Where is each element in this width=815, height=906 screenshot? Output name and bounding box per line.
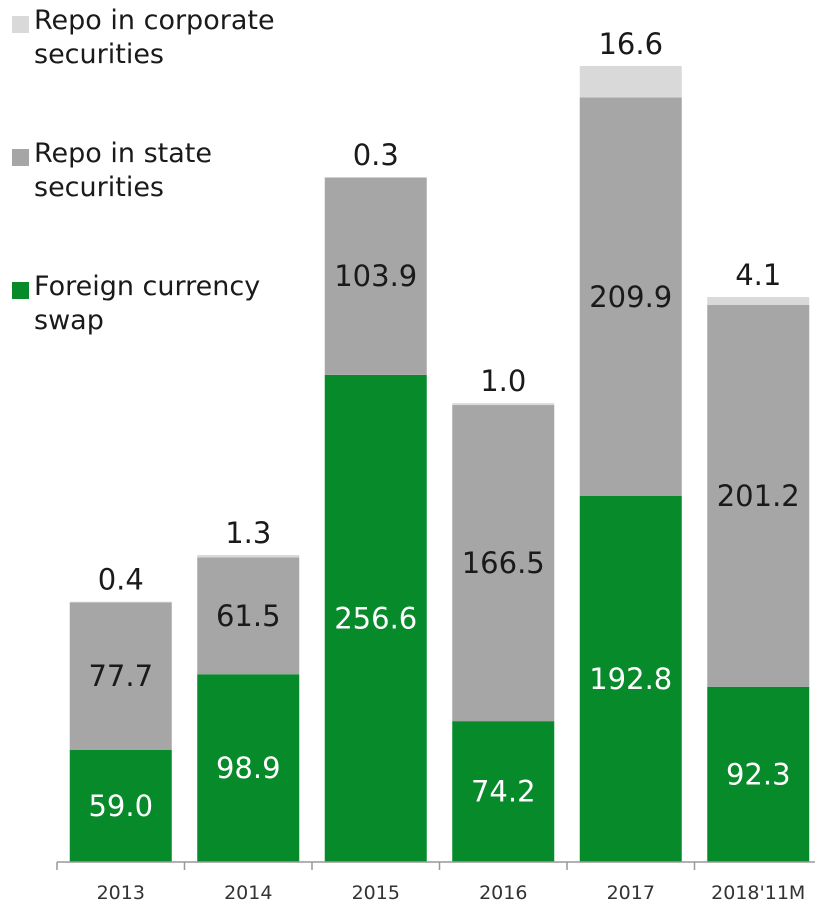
legend-swatch-icon: [12, 282, 29, 299]
legend-label: Repo in corporate securities: [34, 5, 275, 70]
x-tick-label: 2016: [479, 882, 527, 904]
x-tick-label: 2015: [352, 882, 400, 904]
data-label: 192.8: [589, 662, 672, 696]
data-labels-layer: 59.0 77.7 0.4 98.9 61.5 1.3 256.6 103.9 0.3 74.2 1…: [88, 27, 799, 823]
data-label: 0.3: [353, 138, 399, 172]
data-label: 77.7: [88, 659, 153, 693]
bar-foreign-currency-swap: [69, 749, 172, 862]
data-label: 209.9: [589, 280, 672, 314]
data-label: 201.2: [717, 479, 800, 513]
bar-repo-in-corporate-securities: [69, 601, 172, 603]
x-tick-label: 2018'11M: [711, 882, 805, 904]
data-label: 98.9: [216, 751, 281, 785]
bar-foreign-currency-swap: [324, 374, 427, 862]
data-label: 1.0: [480, 364, 526, 398]
bar-repo-in-corporate-securities: [452, 403, 555, 406]
legend-label: Foreign currency swap: [34, 271, 261, 336]
bar-repo-in-state-securities: [579, 97, 682, 496]
bars-layer: [69, 66, 810, 862]
x-axis: 2013 2014 2015 2016 2017 2018'11M: [56, 861, 815, 904]
legend-label: Repo in state securities: [34, 138, 212, 203]
bar-repo-in-corporate-securities: [579, 66, 682, 98]
bar-foreign-currency-swap: [707, 686, 810, 862]
data-label: 103.9: [334, 259, 417, 293]
bar-repo-in-state-securities: [324, 177, 427, 375]
data-label: 59.0: [88, 789, 153, 823]
bar-repo-in-state-securities: [197, 557, 300, 675]
bar-foreign-currency-swap: [197, 674, 300, 862]
data-label: 61.5: [216, 599, 281, 633]
bar-foreign-currency-swap: [579, 495, 682, 862]
bar-repo-in-state-securities: [707, 304, 810, 687]
data-label: 0.4: [98, 563, 144, 597]
bar-repo-in-state-securities: [452, 405, 555, 722]
bar-repo-in-corporate-securities: [324, 177, 427, 178]
x-tick-label: 2013: [97, 882, 145, 904]
x-tick-label: 2017: [607, 882, 655, 904]
bar-repo-in-corporate-securities: [707, 297, 810, 305]
data-label: 92.3: [726, 757, 791, 791]
x-tick-label: 2014: [224, 882, 272, 904]
bar-repo-in-state-securities: [69, 602, 172, 750]
data-label: 4.1: [735, 258, 781, 292]
legend-swatch-icon: [12, 149, 29, 166]
data-label: 16.6: [598, 27, 663, 61]
data-label: 166.5: [462, 546, 545, 580]
bar-repo-in-corporate-securities: [197, 555, 300, 558]
data-label: 1.3: [225, 516, 271, 550]
legend-swatch-icon: [12, 16, 29, 33]
data-label: 256.6: [334, 601, 417, 635]
data-label: 74.2: [471, 775, 536, 809]
bar-foreign-currency-swap: [452, 721, 555, 862]
